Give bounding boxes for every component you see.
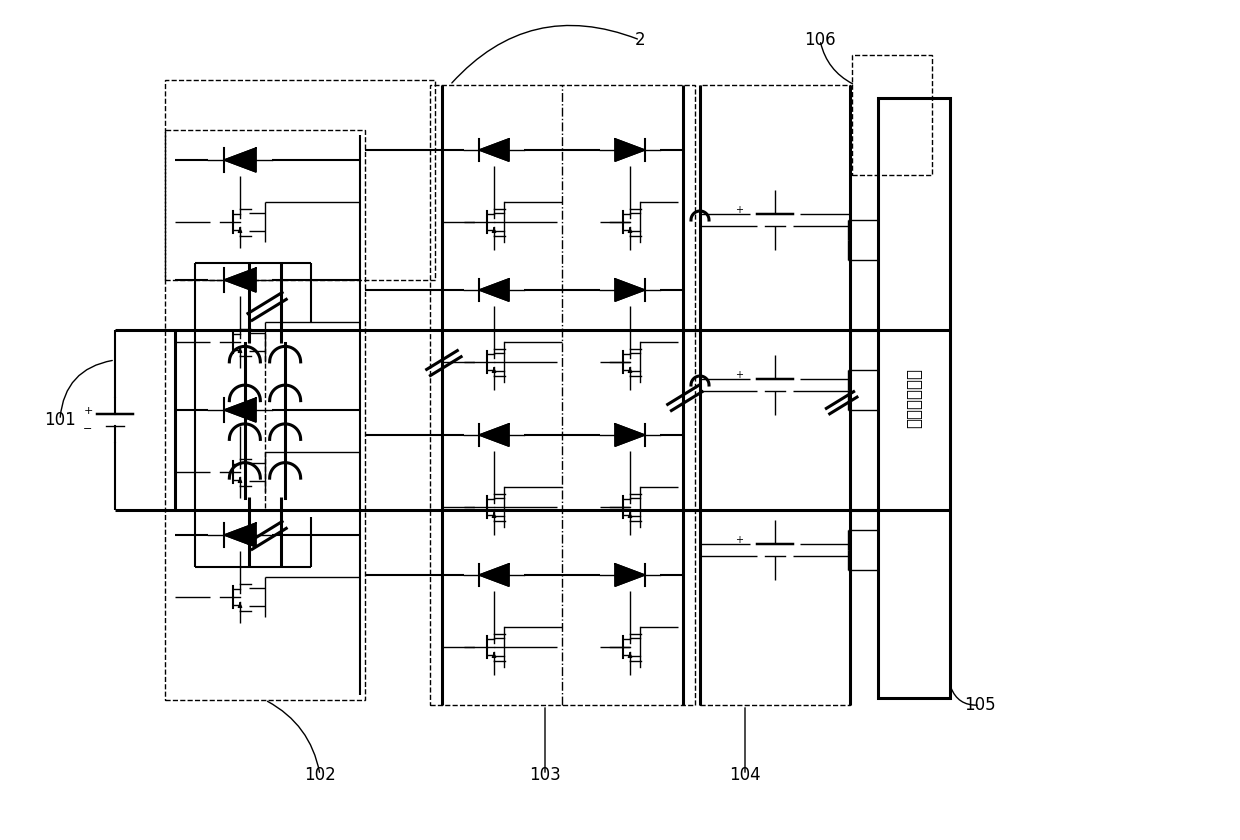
Text: 电压采集模块: 电压采集模块 (905, 368, 923, 428)
Bar (165, 80, 435, 280)
Text: 105: 105 (965, 696, 996, 714)
Polygon shape (479, 279, 508, 302)
Text: +: + (735, 370, 743, 380)
Polygon shape (615, 423, 645, 446)
Text: 2: 2 (635, 31, 645, 49)
Text: +: + (83, 406, 93, 416)
Text: 101: 101 (45, 411, 76, 429)
Text: 106: 106 (805, 31, 836, 49)
Polygon shape (479, 423, 508, 446)
Bar (430, 85, 694, 705)
Text: 102: 102 (304, 766, 336, 784)
Text: +: + (735, 205, 743, 215)
Text: 103: 103 (529, 766, 560, 784)
Bar (878, 98, 950, 698)
Polygon shape (479, 139, 508, 161)
Text: −: − (83, 424, 93, 434)
Bar (165, 130, 365, 700)
Bar (701, 85, 849, 705)
Text: 104: 104 (729, 766, 761, 784)
Polygon shape (479, 564, 508, 586)
Text: +: + (735, 535, 743, 545)
Polygon shape (615, 139, 645, 161)
Bar (852, 55, 932, 175)
Polygon shape (224, 523, 255, 547)
Polygon shape (615, 564, 645, 586)
Polygon shape (615, 279, 645, 302)
Polygon shape (224, 268, 255, 292)
Polygon shape (224, 398, 255, 422)
Polygon shape (224, 148, 255, 172)
